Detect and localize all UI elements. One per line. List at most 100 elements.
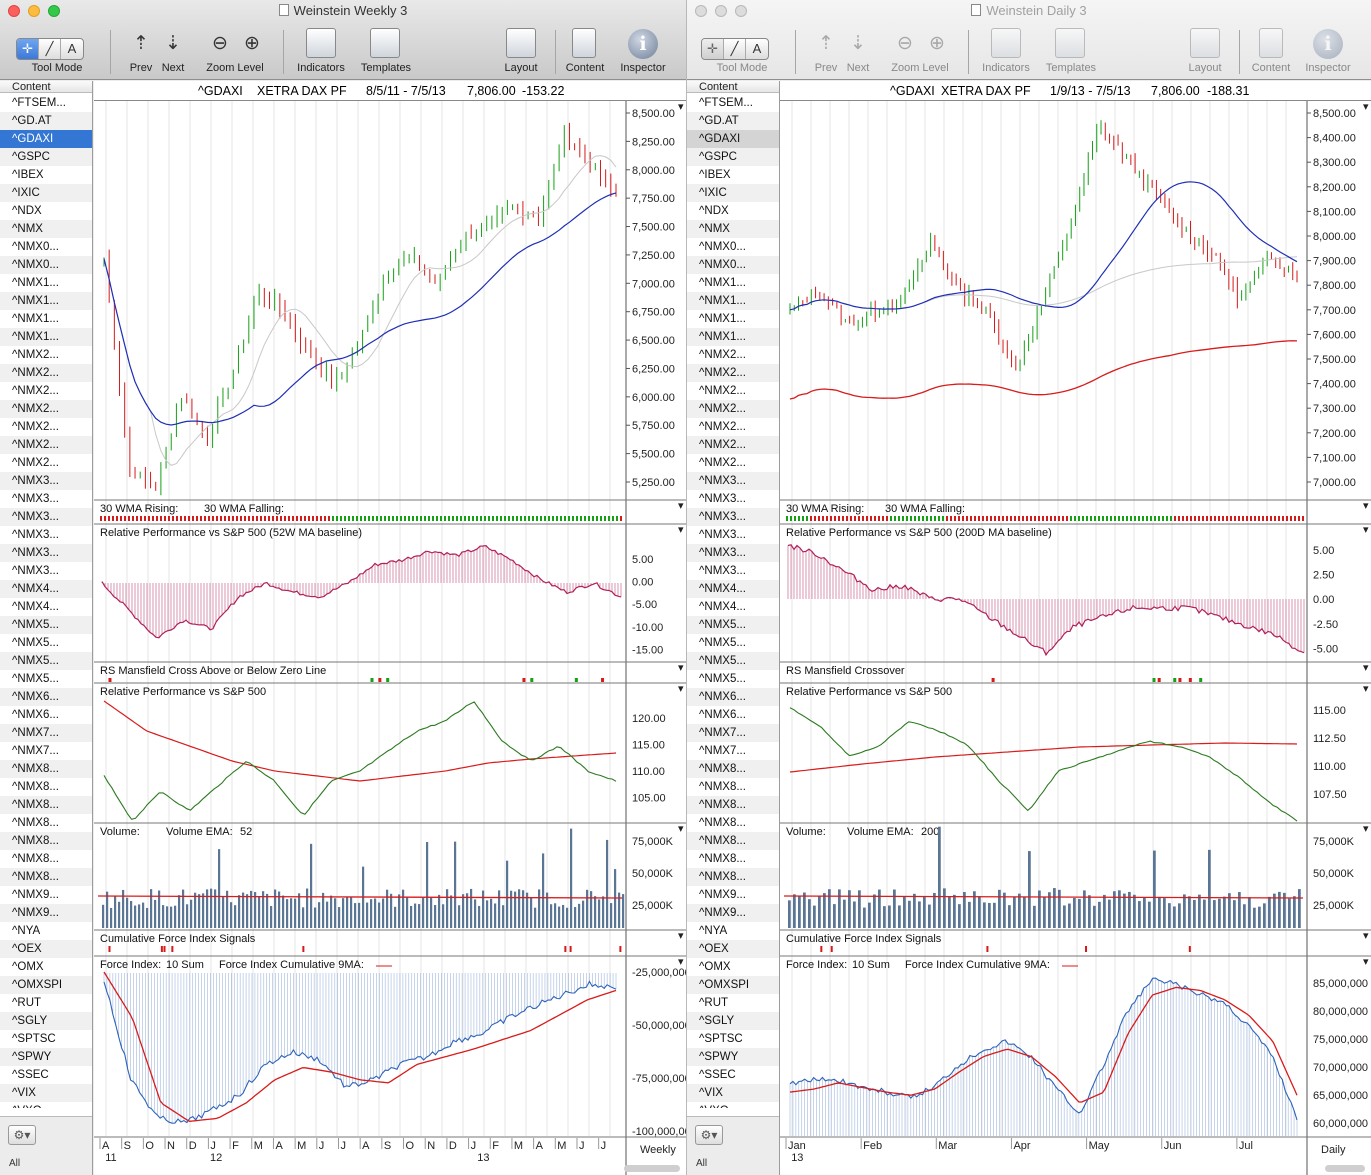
symbol-list-item[interactable]: ^NMX5... <box>0 652 92 670</box>
symbol-list-item[interactable]: ^NMX4... <box>699 601 746 613</box>
symbol-list-item[interactable]: ^NMX2... <box>0 400 92 418</box>
minimize-window-button[interactable] <box>715 5 727 17</box>
content-icon[interactable] <box>1259 28 1283 58</box>
symbol-list-item[interactable]: ^IXIC <box>687 184 779 202</box>
chart-canvas[interactable]: ▾ ▾ ▾ ▾ ▾ ▾ ▾ ▾ 8,500.00 8,400.00 8,300.00 8,200.00… <box>780 81 1371 1175</box>
symbol-list-item[interactable]: ^NMX6... <box>0 688 92 706</box>
symbol-list-item[interactable]: ^OEX <box>0 940 92 958</box>
symbol-list-item[interactable]: ^GD.AT <box>0 112 92 130</box>
indicators-button[interactable]: Indicators <box>982 62 1030 74</box>
symbol-list-item[interactable]: ^SPWY <box>0 1048 92 1066</box>
symbol-list-item[interactable]: ^NMX3... <box>687 544 779 562</box>
symbol-list-item[interactable]: ^NMX2... <box>699 457 746 469</box>
symbol-list-item[interactable]: ^OMX <box>12 961 44 973</box>
symbol-list-item[interactable]: ^GSPC <box>687 148 779 166</box>
symbol-list-item[interactable]: ^NMX1... <box>12 313 59 325</box>
symbol-list-item[interactable]: ^NMX0... <box>0 256 92 274</box>
symbol-list-item[interactable]: ^OMXSPI <box>0 976 92 994</box>
layout-button[interactable]: Layout <box>504 62 538 74</box>
symbol-list-item[interactable]: ^NMX <box>0 220 92 238</box>
symbol-list-item[interactable]: ^NMX8... <box>0 760 92 778</box>
symbol-list-item[interactable]: ^NMX2... <box>0 364 92 382</box>
zoom-window-button[interactable] <box>48 5 60 17</box>
symbol-list-item[interactable]: ^NMX7... <box>699 745 746 757</box>
symbol-list-item[interactable]: ^NYA <box>12 925 41 937</box>
line-tool-icon[interactable]: ╱ <box>724 39 746 59</box>
symbol-list-item[interactable]: ^NMX2... <box>12 421 59 433</box>
all-filter-label[interactable]: All <box>696 1158 708 1169</box>
symbol-list-item[interactable]: ^NMX2... <box>12 457 59 469</box>
crosshair-tool-icon[interactable]: ✛ <box>702 39 724 59</box>
layout-button[interactable]: Layout <box>1188 62 1222 74</box>
symbol-list-item[interactable]: ^NMX7... <box>12 745 59 757</box>
symbol-list-item[interactable]: ^OMX <box>699 961 731 973</box>
symbol-list-item[interactable]: ^VXO <box>0 1102 92 1108</box>
indicators-icon[interactable] <box>991 28 1021 58</box>
symbol-list-item[interactable]: ^NMX2... <box>699 385 746 397</box>
text-tool-icon[interactable]: A <box>67 41 77 56</box>
symbol-list-item[interactable]: ^NMX0... <box>12 241 59 253</box>
symbol-list-item[interactable]: ^SSEC <box>699 1069 736 1081</box>
symbol-list-item[interactable]: ^GD.AT <box>687 112 779 130</box>
symbol-list-item[interactable]: ^NMX6... <box>12 709 59 721</box>
text-tool-icon[interactable]: A <box>752 41 762 56</box>
symbol-list-item[interactable]: ^NMX2... <box>687 400 779 418</box>
symbol-list-item[interactable]: ^NMX1... <box>0 328 92 346</box>
indicators-icon[interactable] <box>306 28 336 58</box>
next-button[interactable]: Next <box>846 62 870 74</box>
next-arrow-icon[interactable]: ⇣ <box>850 33 866 54</box>
minimize-window-button[interactable] <box>28 5 40 17</box>
symbol-list-item[interactable]: ^VIX <box>0 1084 92 1102</box>
symbol-list-item[interactable]: ^NMX8... <box>687 868 779 886</box>
templates-icon[interactable] <box>1055 28 1085 58</box>
symbol-list-item[interactable]: ^NMX1... <box>687 292 779 310</box>
symbol-list-item[interactable]: ^NMX7... <box>0 724 92 742</box>
symbol-list-item[interactable]: ^NMX0... <box>699 241 746 253</box>
gear-icon[interactable]: ⚙▾ <box>695 1125 723 1145</box>
symbol-list-item[interactable]: ^SPTSC <box>699 1033 743 1045</box>
chart-area[interactable]: ^GDAXI XETRA DAX PF 8/5/11 - 7/5/13 7,80… <box>94 81 686 1175</box>
symbol-list-item[interactable]: ^NMX6... <box>699 709 746 721</box>
symbol-list-item[interactable]: ^NMX8... <box>12 817 59 829</box>
inspector-button[interactable]: Inspector <box>1305 62 1351 74</box>
symbol-list-item[interactable]: ^NMX3... <box>699 529 746 541</box>
symbol-list-item[interactable]: ^NMX4... <box>0 580 92 598</box>
symbol-list-item[interactable]: ^RUT <box>12 997 42 1009</box>
all-filter-label[interactable]: All <box>9 1158 21 1169</box>
symbol-list-item[interactable]: ^VIX <box>687 1084 779 1102</box>
zoom-out-icon[interactable]: ⊖ <box>212 33 228 54</box>
symbol-list-item[interactable]: ^SPTSC <box>12 1033 56 1045</box>
symbol-list-item[interactable]: ^NMX8... <box>699 817 746 829</box>
symbol-list-item[interactable]: ^NMX5... <box>12 673 59 685</box>
gear-icon[interactable]: ⚙▾ <box>8 1125 36 1145</box>
prev-arrow-icon[interactable]: ⇡ <box>818 33 834 54</box>
content-button[interactable]: Content <box>565 62 605 74</box>
symbol-list-item[interactable]: ^NMX2... <box>699 421 746 433</box>
symbol-list-item[interactable]: ^NMX5... <box>699 673 746 685</box>
symbol-list-item[interactable]: ^NMX6... <box>687 688 779 706</box>
symbol-list-item[interactable]: ^SPWY <box>687 1048 779 1066</box>
symbol-list-item[interactable]: ^NMX1... <box>699 277 746 289</box>
chart-area[interactable]: ^GDAXI XETRA DAX PF 1/9/13 - 7/5/13 7,80… <box>780 81 1371 1175</box>
symbol-list-item[interactable]: ^NMX4... <box>12 601 59 613</box>
symbol-list-item[interactable]: ^NMX2... <box>687 364 779 382</box>
layout-icon[interactable] <box>1190 28 1220 58</box>
symbol-list-item[interactable]: ^NMX <box>687 220 779 238</box>
prev-button[interactable]: Prev <box>129 62 153 74</box>
symbol-list-item[interactable]: ^NMX8... <box>699 781 746 793</box>
symbol-list-item[interactable]: ^IXIC <box>0 184 92 202</box>
symbol-list-item[interactable]: ^FTSEM... <box>12 97 66 109</box>
symbol-list-item[interactable]: ^RUT <box>699 997 729 1009</box>
line-tool-icon[interactable]: ╱ <box>39 39 61 59</box>
symbol-list-item[interactable]: ^NMX9... <box>687 904 779 922</box>
symbol-list-item[interactable]: ^NMX5... <box>687 616 779 634</box>
symbol-list-item[interactable]: ^NMX2... <box>699 349 746 361</box>
symbol-list-item[interactable]: ^NMX3... <box>0 508 92 526</box>
symbol-list-item[interactable]: ^NMX8... <box>0 832 92 850</box>
symbol-list-item[interactable]: ^NMX9... <box>699 889 746 901</box>
symbol-list-item[interactable]: ^SGLY <box>0 1012 92 1030</box>
symbol-list-item[interactable]: ^SSEC <box>12 1069 49 1081</box>
symbol-list-item[interactable]: ^NMX8... <box>687 760 779 778</box>
inspector-icon[interactable]: i <box>1313 29 1343 59</box>
symbol-list-item[interactable]: ^NMX7... <box>687 724 779 742</box>
